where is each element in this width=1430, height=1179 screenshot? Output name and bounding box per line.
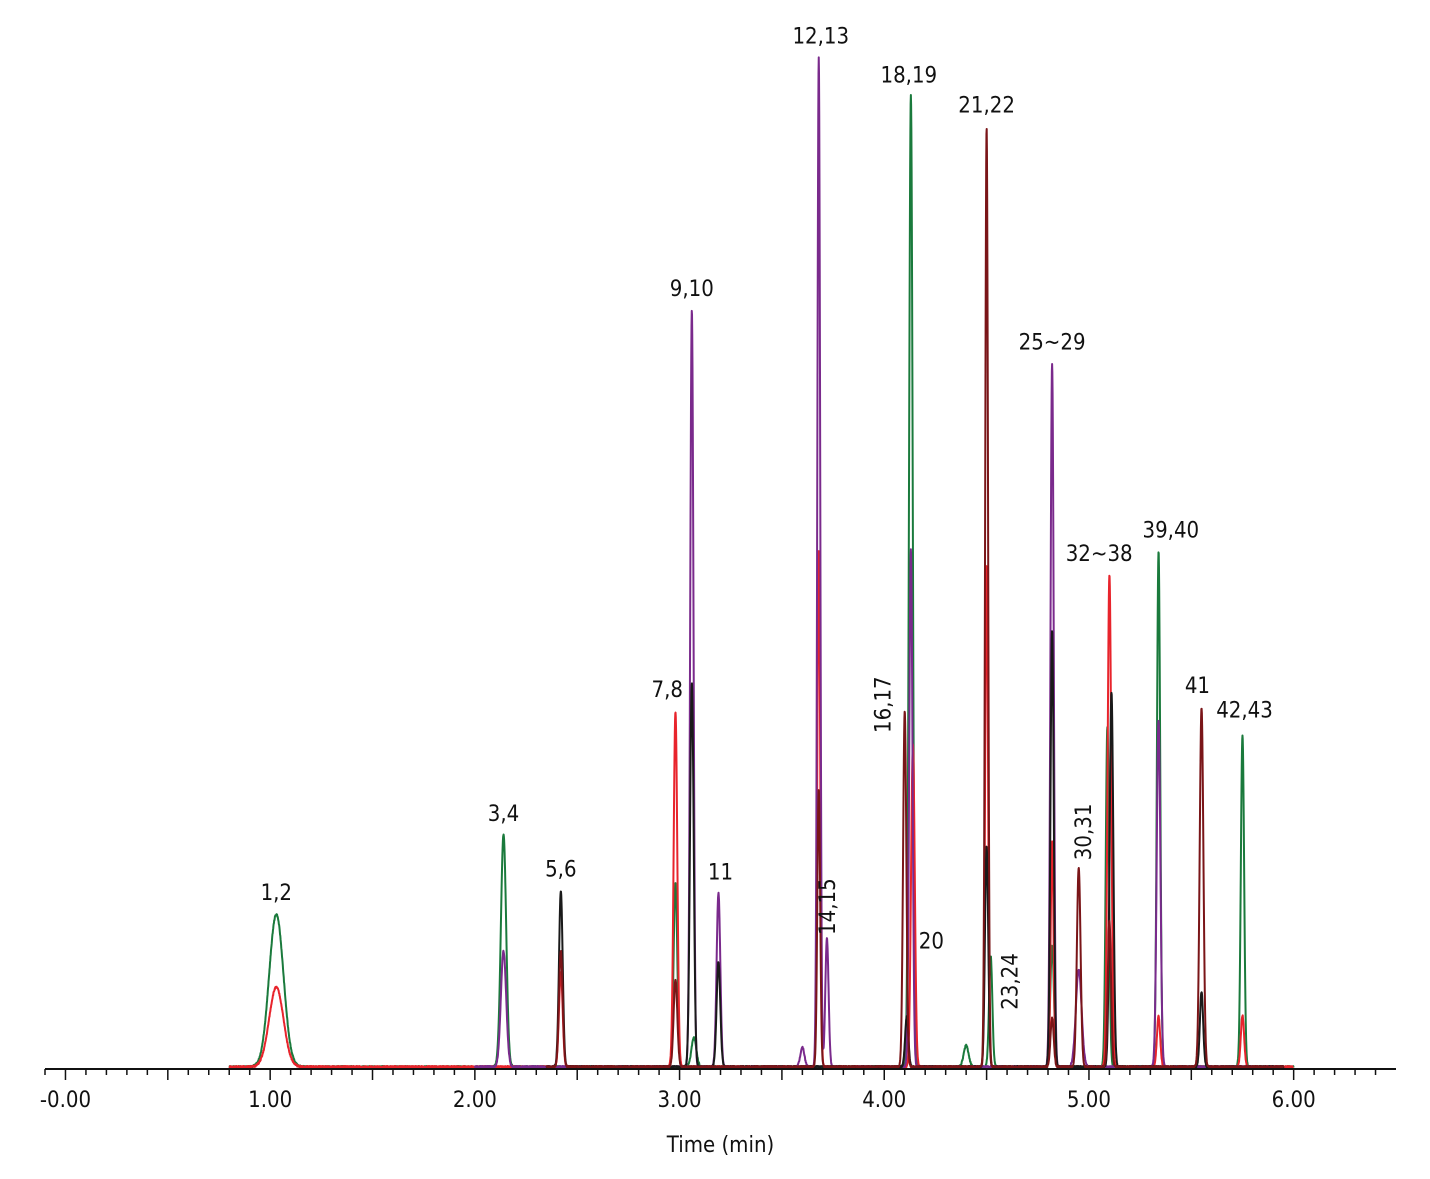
peak-label: 5,6 — [545, 858, 576, 883]
x-axis: -0.00 1.00 2.00 3.00 4.00 5.00 6.00 — [40, 1068, 1396, 1113]
peak-label: 3,4 — [488, 802, 519, 827]
x-tick-label: 3.00 — [658, 1088, 702, 1113]
x-axis-title: Time (min) — [666, 1133, 774, 1158]
peak-label: 11 — [708, 860, 733, 885]
peak-label: 32~38 — [1066, 542, 1133, 567]
x-axis-tick-labels: -0.00 1.00 2.00 3.00 4.00 5.00 6.00 — [40, 1088, 1316, 1113]
peak-label: 14,15 — [816, 878, 841, 935]
x-tick-label: 6.00 — [1272, 1088, 1316, 1113]
trace-maroon — [545, 127, 1285, 1069]
peak-label: 12,13 — [792, 24, 849, 49]
x-tick-label: 1.00 — [248, 1088, 292, 1113]
trace-red — [228, 550, 1295, 1069]
x-tick-label: 2.00 — [453, 1088, 497, 1113]
peak-label: 18,19 — [880, 63, 937, 88]
peak-label: 1,2 — [261, 881, 292, 906]
x-tick-label: 5.00 — [1067, 1088, 1111, 1113]
trace-green — [228, 94, 1295, 1069]
peak-label: 42,43 — [1216, 698, 1273, 723]
peak-label: 20 — [919, 929, 944, 954]
peak-label: 39,40 — [1143, 519, 1200, 544]
peak-label: 16,17 — [871, 676, 896, 733]
peak-label: 7,8 — [652, 678, 683, 703]
x-tick-label: 4.00 — [862, 1088, 906, 1113]
chromatogram-traces — [228, 56, 1295, 1069]
peak-label: 21,22 — [958, 93, 1015, 118]
peak-label: 25~29 — [1019, 330, 1086, 355]
peak-label: 30,31 — [1072, 804, 1097, 861]
peak-labels: 1,2 3,4 5,6 7,8 9,10 11 12,13 14,15 16,17 18,19 20… — [261, 24, 1273, 1009]
peak-label: 41 — [1185, 674, 1210, 699]
x-axis-ticks — [44, 1069, 1377, 1080]
x-tick-label: -0.00 — [40, 1088, 91, 1113]
peak-label: 23,24 — [998, 953, 1023, 1010]
peak-label: 9,10 — [670, 277, 714, 302]
